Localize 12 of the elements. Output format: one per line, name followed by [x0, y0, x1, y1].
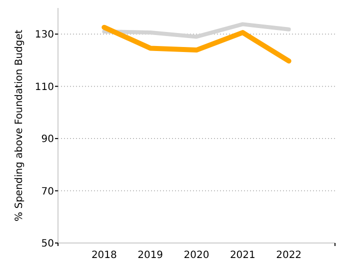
y-tick-label: 130 — [34, 30, 54, 41]
x-tick-label: 2018 — [91, 250, 117, 261]
y-tick-label: 70 — [41, 186, 54, 198]
x-tick-label: 2021 — [230, 250, 256, 261]
x-tick-label: 2022 — [276, 250, 302, 261]
x-tick-label: 2020 — [184, 250, 210, 261]
x-tick-label: 2019 — [138, 250, 164, 261]
y-axis-title: % Spending above Foundation Budget — [14, 30, 25, 222]
y-tick-label: 110 — [34, 82, 54, 93]
y-tick-label: 90 — [41, 134, 54, 146]
y-tick-label: 50 — [41, 238, 54, 250]
line-series — [102, 22, 291, 39]
